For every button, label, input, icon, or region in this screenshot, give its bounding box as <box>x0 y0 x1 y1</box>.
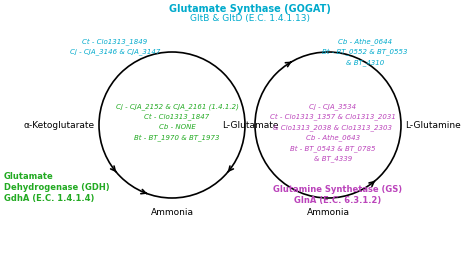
Text: GdhA (E.C. 1.4.1.4): GdhA (E.C. 1.4.1.4) <box>4 194 94 203</box>
Text: & Clo1313_2038 & Clo1313_2303: & Clo1313_2038 & Clo1313_2303 <box>273 124 392 131</box>
Text: Cb - Athe_0644: Cb - Athe_0644 <box>338 38 392 45</box>
Text: GltB & GltD (E.C. 1.4.1.13): GltB & GltD (E.C. 1.4.1.13) <box>190 14 310 23</box>
Text: Ammonia: Ammonia <box>307 208 349 217</box>
Text: Bt - BT_1970 & BT_1973: Bt - BT_1970 & BT_1973 <box>134 135 220 141</box>
Text: Glutamine Synthetase (GS): Glutamine Synthetase (GS) <box>273 185 402 194</box>
Text: Ct - Clo1313_1849: Ct - Clo1313_1849 <box>82 38 147 45</box>
Text: Ct - Clo1313_1357 & Clo1313_2031: Ct - Clo1313_1357 & Clo1313_2031 <box>270 113 396 120</box>
Text: Bt - BT_0543 & BT_0785: Bt - BT_0543 & BT_0785 <box>290 145 376 152</box>
Text: L-Glutamate: L-Glutamate <box>222 120 278 129</box>
Text: Cb - NONE: Cb - NONE <box>159 124 195 130</box>
Text: & BT_4310: & BT_4310 <box>346 59 384 66</box>
Text: Glutamate Synthase (GOGAT): Glutamate Synthase (GOGAT) <box>169 4 331 14</box>
Text: α-Ketoglutarate: α-Ketoglutarate <box>24 120 95 129</box>
Text: Ammonia: Ammonia <box>151 208 193 217</box>
Text: Bt - BT_0552 & BT_0553: Bt - BT_0552 & BT_0553 <box>322 49 408 55</box>
Text: GlnA (E.C. 6.3.1.2): GlnA (E.C. 6.3.1.2) <box>294 196 382 205</box>
Text: & BT_4339: & BT_4339 <box>314 155 352 162</box>
Text: Cj - CJA_3534: Cj - CJA_3534 <box>310 103 356 110</box>
Text: Glutamate: Glutamate <box>4 172 54 181</box>
Text: Cj - CJA_3146 & CJA_3147: Cj - CJA_3146 & CJA_3147 <box>70 49 160 55</box>
Text: Ct - Clo1313_1847: Ct - Clo1313_1847 <box>145 113 210 120</box>
Text: Cb - Athe_0643: Cb - Athe_0643 <box>306 135 360 141</box>
Text: Dehydrogenase (GDH): Dehydrogenase (GDH) <box>4 183 109 192</box>
Text: Cj - CJA_2152 & CJA_2161 (1.4.1.2): Cj - CJA_2152 & CJA_2161 (1.4.1.2) <box>116 103 238 110</box>
Text: L-Glutamine: L-Glutamine <box>405 120 461 129</box>
